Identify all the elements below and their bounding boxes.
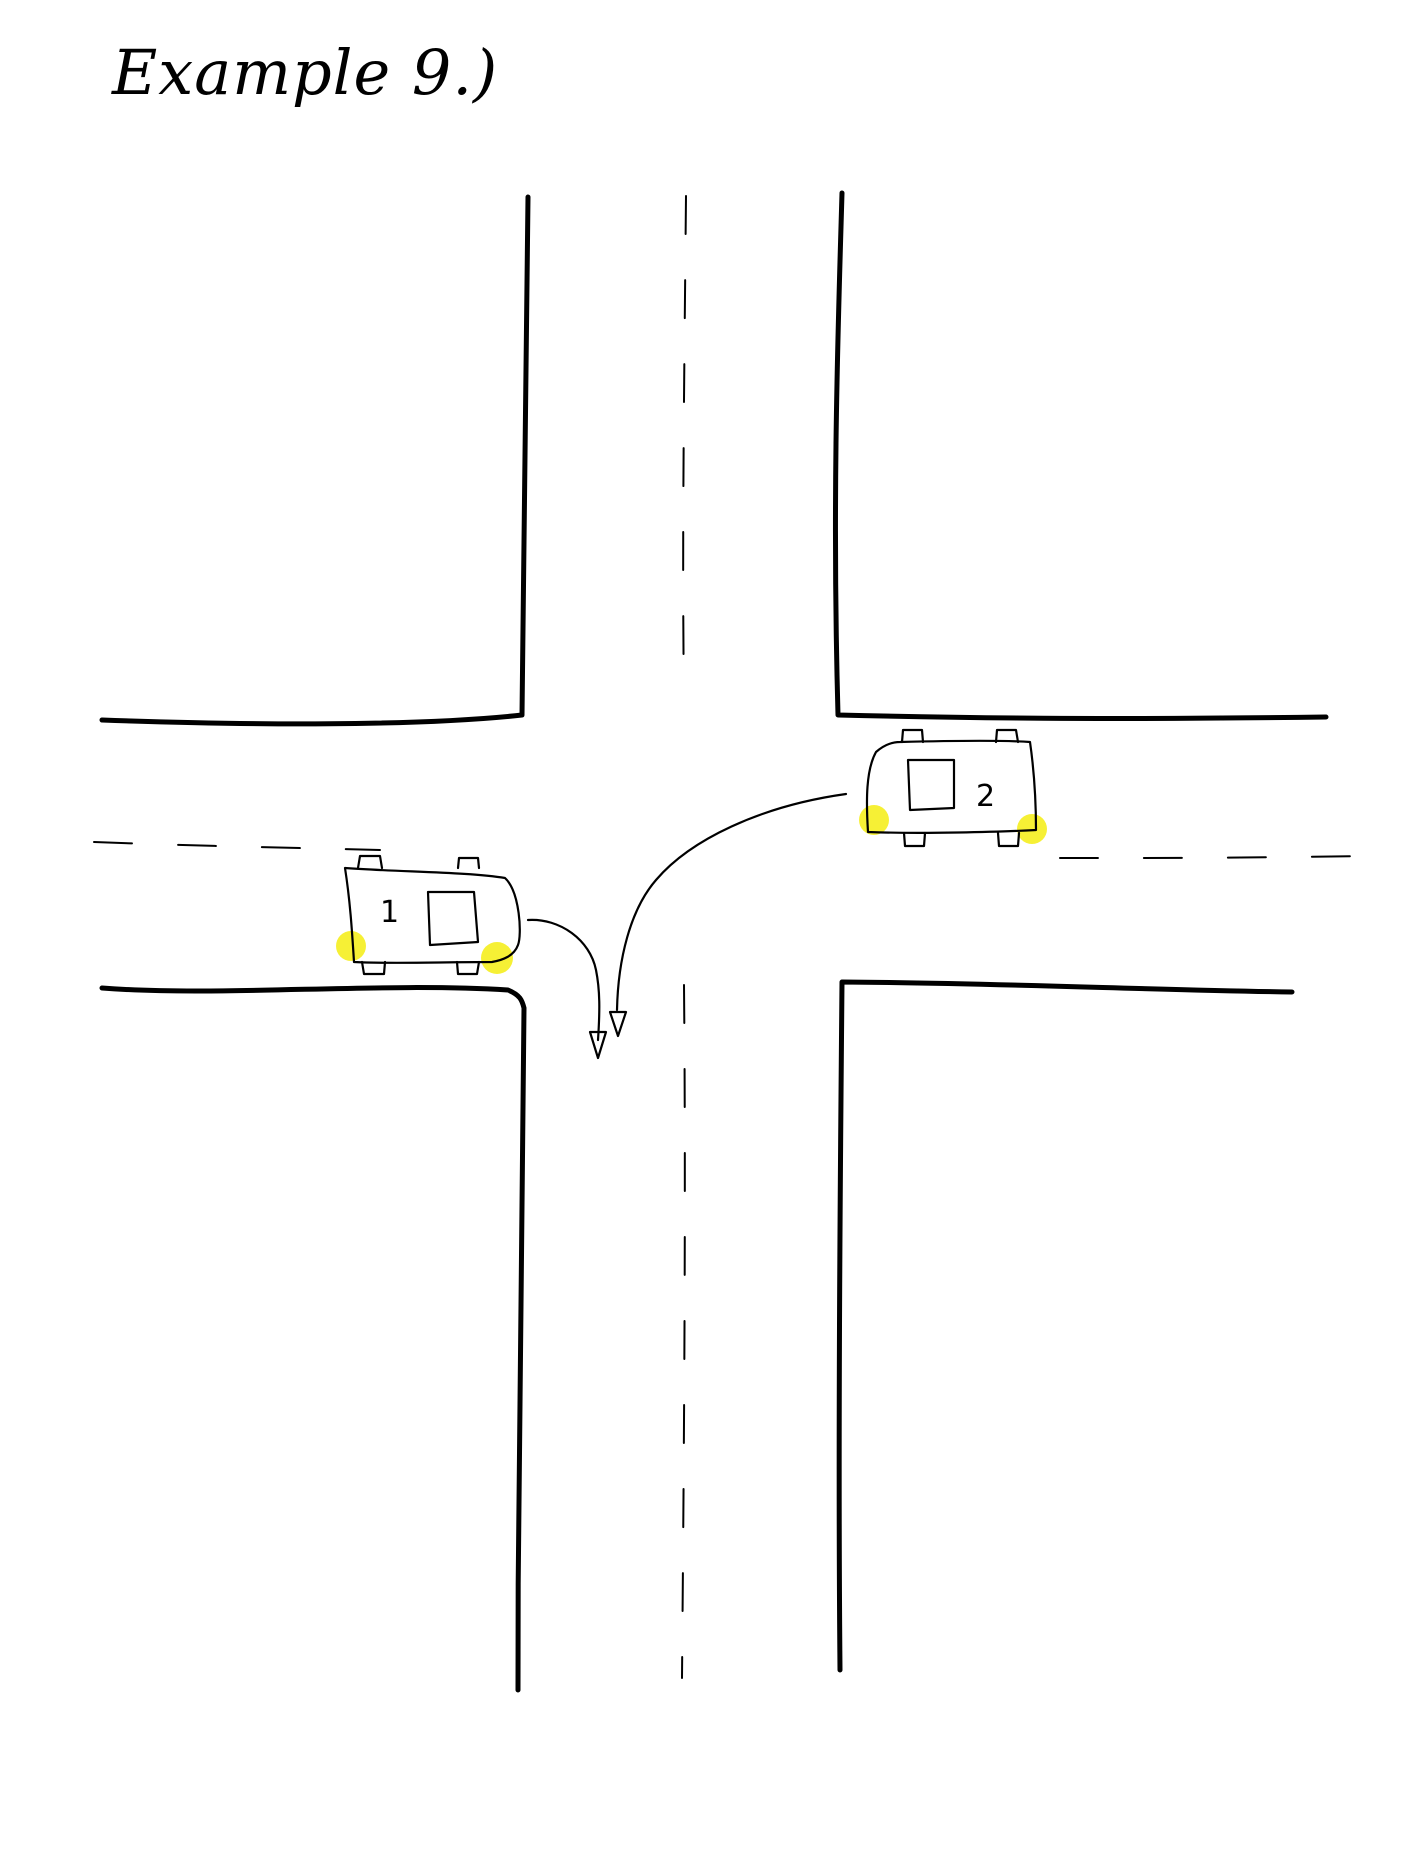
curb-northwest (99, 194, 531, 727)
car-1-body (343, 866, 521, 964)
curb-southwest (99, 985, 527, 1693)
car-1-arrowhead (588, 1030, 608, 1060)
car-2: 2 (859, 728, 1047, 848)
lane-line-south (681, 984, 686, 1679)
page-title: Example 9.) (112, 36, 499, 109)
car-1-signal-front (481, 942, 513, 974)
car-2-wheel-rear-left (994, 728, 1020, 744)
car-1-wheel-front-right (455, 960, 481, 976)
car-2-windshield (906, 758, 956, 812)
car-1-wheel-rear-left (356, 854, 384, 870)
lane-line-east (1059, 855, 1363, 859)
car-1-wheel-rear-right (360, 960, 387, 976)
car-1: 1 (336, 854, 521, 976)
car-2-signal-rear (1017, 814, 1047, 844)
car-1-label: 1 (380, 895, 399, 930)
lane-line-north (682, 195, 687, 699)
car-2-wheel-rear-right (996, 831, 1021, 848)
car-2-arrowhead (608, 1010, 628, 1038)
car-2-path-arrow (615, 792, 848, 1012)
car-1-path-arrow (526, 918, 601, 1042)
curb-northeast (832, 190, 1329, 721)
curb-southeast (836, 979, 1295, 1673)
lane-line-west (93, 841, 381, 851)
car-2-body (865, 739, 1038, 834)
car-2-wheel-front-right (902, 831, 927, 848)
car-2-wheel-front-left (900, 728, 925, 744)
car-1-signal-rear (336, 931, 366, 961)
car-2-signal-front (859, 805, 889, 835)
car-2-label: 2 (976, 779, 995, 814)
car-1-windshield (426, 890, 480, 947)
car-1-wheel-front-left (456, 856, 481, 870)
